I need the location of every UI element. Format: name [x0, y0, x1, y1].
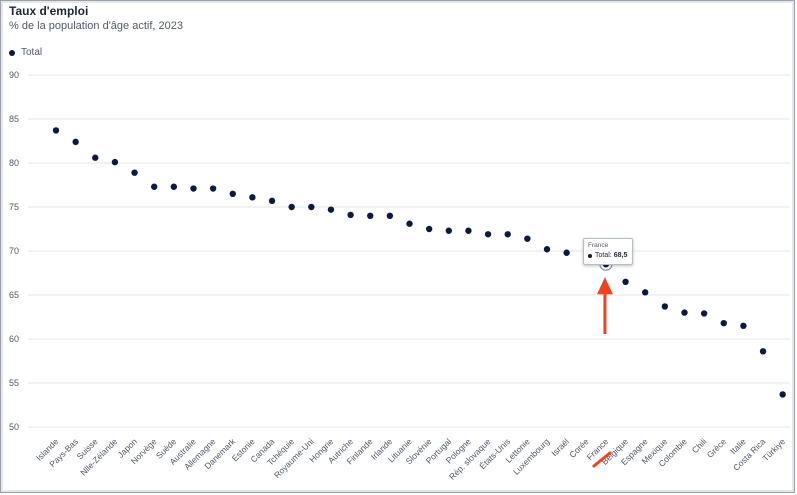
y-tick-label: 80 — [9, 158, 19, 168]
data-point — [524, 235, 531, 242]
tooltip-value: 68,5 — [613, 252, 628, 259]
legend-dot-icon — [9, 49, 15, 56]
data-point — [111, 158, 119, 166]
data-point — [642, 289, 649, 296]
tooltip: France Total: 68,5 — [583, 238, 634, 265]
data-point — [681, 309, 688, 316]
x-tick-label: Grèce — [705, 436, 729, 460]
data-point — [622, 278, 629, 285]
y-tick-label: 70 — [9, 246, 19, 256]
data-point — [425, 225, 433, 233]
y-tick-label: 50 — [9, 422, 19, 432]
data-point — [543, 246, 551, 253]
data-point — [465, 227, 472, 234]
data-point — [72, 138, 79, 146]
data-point — [720, 319, 727, 327]
data-point — [249, 194, 256, 201]
data-point — [759, 348, 767, 355]
data-point — [406, 220, 413, 227]
data-point — [52, 127, 60, 134]
data-point — [327, 206, 335, 213]
y-tick-label: 90 — [9, 70, 19, 80]
highlight-underline — [592, 451, 612, 468]
legend[interactable]: Total — [9, 47, 42, 58]
legend-label: Total — [21, 47, 43, 58]
data-point — [386, 212, 394, 219]
x-tick-label: Israël — [549, 436, 571, 458]
data-point — [779, 391, 786, 398]
data-point — [229, 190, 236, 197]
chart-title: Taux d'emploi — [9, 4, 89, 18]
data-point — [504, 231, 511, 238]
data-point — [190, 185, 197, 192]
tooltip-dot-icon — [588, 254, 592, 258]
data-point — [131, 169, 138, 176]
tooltip-series: Total: — [595, 252, 612, 259]
data-point — [288, 203, 295, 211]
highlight-arrow-head-icon — [596, 277, 613, 295]
data-point — [170, 183, 178, 190]
data-point — [347, 211, 354, 219]
data-point — [367, 212, 374, 219]
data-point — [209, 185, 217, 192]
data-point — [484, 231, 492, 238]
data-point — [92, 154, 99, 161]
chart-subtitle: % de la population d'âge actif, 2023 — [9, 20, 183, 32]
data-point — [740, 322, 747, 329]
y-tick-label: 75 — [9, 202, 19, 212]
x-tick-label: Türkiye — [760, 436, 787, 463]
data-point — [563, 249, 570, 256]
data-point — [661, 303, 669, 310]
y-tick-label: 55 — [9, 378, 19, 388]
data-point — [151, 183, 158, 190]
y-tick-label: 65 — [9, 290, 19, 300]
data-point — [700, 310, 708, 317]
data-point — [445, 227, 452, 234]
y-tick-label: 60 — [9, 334, 19, 344]
data-point — [268, 197, 276, 205]
y-tick-label: 85 — [9, 114, 19, 124]
data-point — [308, 203, 315, 211]
tooltip-country: France — [588, 242, 609, 249]
